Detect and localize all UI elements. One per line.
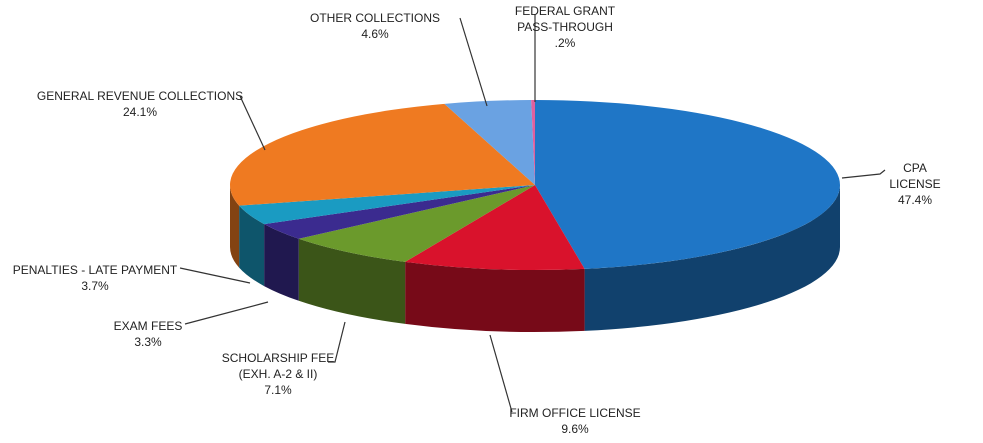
slice-label: EXAM FEES 3.3% [114, 318, 183, 350]
value-label: 4.6% [361, 27, 389, 41]
category-label: SCHOLARSHIP FEE (EXH. A-2 & II) [221, 351, 335, 381]
slice-side [584, 185, 840, 331]
leader-line [489, 334, 513, 413]
category-label: OTHER COLLECTIONS [309, 11, 441, 25]
category-label: FIRM OFFICE LICENSE [509, 406, 641, 420]
leader-line [841, 169, 886, 179]
slice-label: GENERAL REVENUE COLLECTIONS 24.1% [37, 88, 243, 120]
slice-side [239, 205, 265, 287]
category-label: CPA LICENSE [889, 161, 941, 191]
slice-label: FEDERAL GRANT PASS-THROUGH .2% [515, 3, 615, 51]
slice-side [230, 185, 240, 268]
slice-label: OTHER COLLECTIONS 4.6% [310, 10, 440, 42]
slice-side [405, 261, 585, 333]
slice [531, 100, 535, 185]
value-label: .2% [554, 36, 576, 50]
value-label: 9.6% [561, 422, 589, 436]
slice-label: FIRM OFFICE LICENSE 9.6% [509, 405, 640, 437]
slice [298, 185, 535, 262]
leader-line [179, 267, 251, 284]
slice [405, 185, 585, 271]
leader-line [184, 301, 269, 325]
slice [444, 100, 535, 185]
category-label: PENALTIES - LATE PAYMENT [12, 263, 178, 277]
value-label: 7.1% [264, 383, 292, 397]
leader-line [459, 17, 488, 107]
category-label: GENERAL REVENUE COLLECTIONS [36, 89, 244, 103]
leader-line [239, 95, 266, 151]
slice [239, 185, 535, 225]
value-label: 3.3% [134, 335, 162, 349]
slice [230, 103, 535, 206]
value-label: 47.4% [897, 193, 933, 207]
category-label: FEDERAL GRANT PASS-THROUGH [514, 4, 616, 34]
slice-side [298, 238, 406, 324]
slice-side [264, 224, 299, 301]
category-label: EXAM FEES [113, 319, 183, 333]
value-label: 3.7% [81, 279, 109, 293]
value-label: 24.1% [122, 105, 158, 119]
slice-label: PENALTIES - LATE PAYMENT 3.7% [13, 262, 177, 294]
slice [264, 185, 535, 239]
slice [535, 100, 841, 269]
leader-line [328, 321, 346, 363]
slice-label: CPA LICENSE 47.4% [881, 160, 949, 208]
slice-label: SCHOLARSHIP FEE (EXH. A-2 & II) 7.1% [222, 350, 334, 398]
